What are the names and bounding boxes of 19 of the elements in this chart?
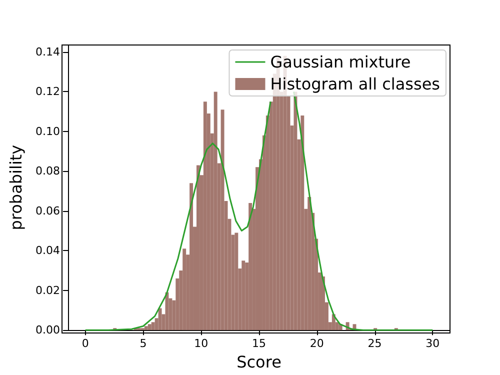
y-tick-label: 0.02 <box>36 284 60 297</box>
x-tick-label: 0 <box>82 337 89 350</box>
x-tick-label: 25 <box>368 337 382 350</box>
x-tick-label: 30 <box>426 337 440 350</box>
y-tick-label: 0.06 <box>36 204 60 218</box>
x-tick-label: 15 <box>252 337 266 350</box>
y-tick-label: 0.10 <box>36 124 60 138</box>
x-tick-label: 10 <box>194 337 208 350</box>
legend-label: Histogram all classes <box>270 74 440 94</box>
x-tick-label: 20 <box>310 337 324 350</box>
y-tick-label: 0.08 <box>36 164 60 178</box>
y-tick-label: 0.14 <box>36 45 60 58</box>
y-axis-title: probability <box>6 144 26 230</box>
x-tick-label: 5 <box>140 337 147 350</box>
y-tick-label: 0.00 <box>36 324 60 337</box>
y-tick-label: 0.12 <box>36 85 60 98</box>
x-axis-title: Score <box>236 352 282 372</box>
y-tick-label: 0.04 <box>36 244 60 258</box>
legend-label: Gaussian mixture <box>270 52 411 72</box>
